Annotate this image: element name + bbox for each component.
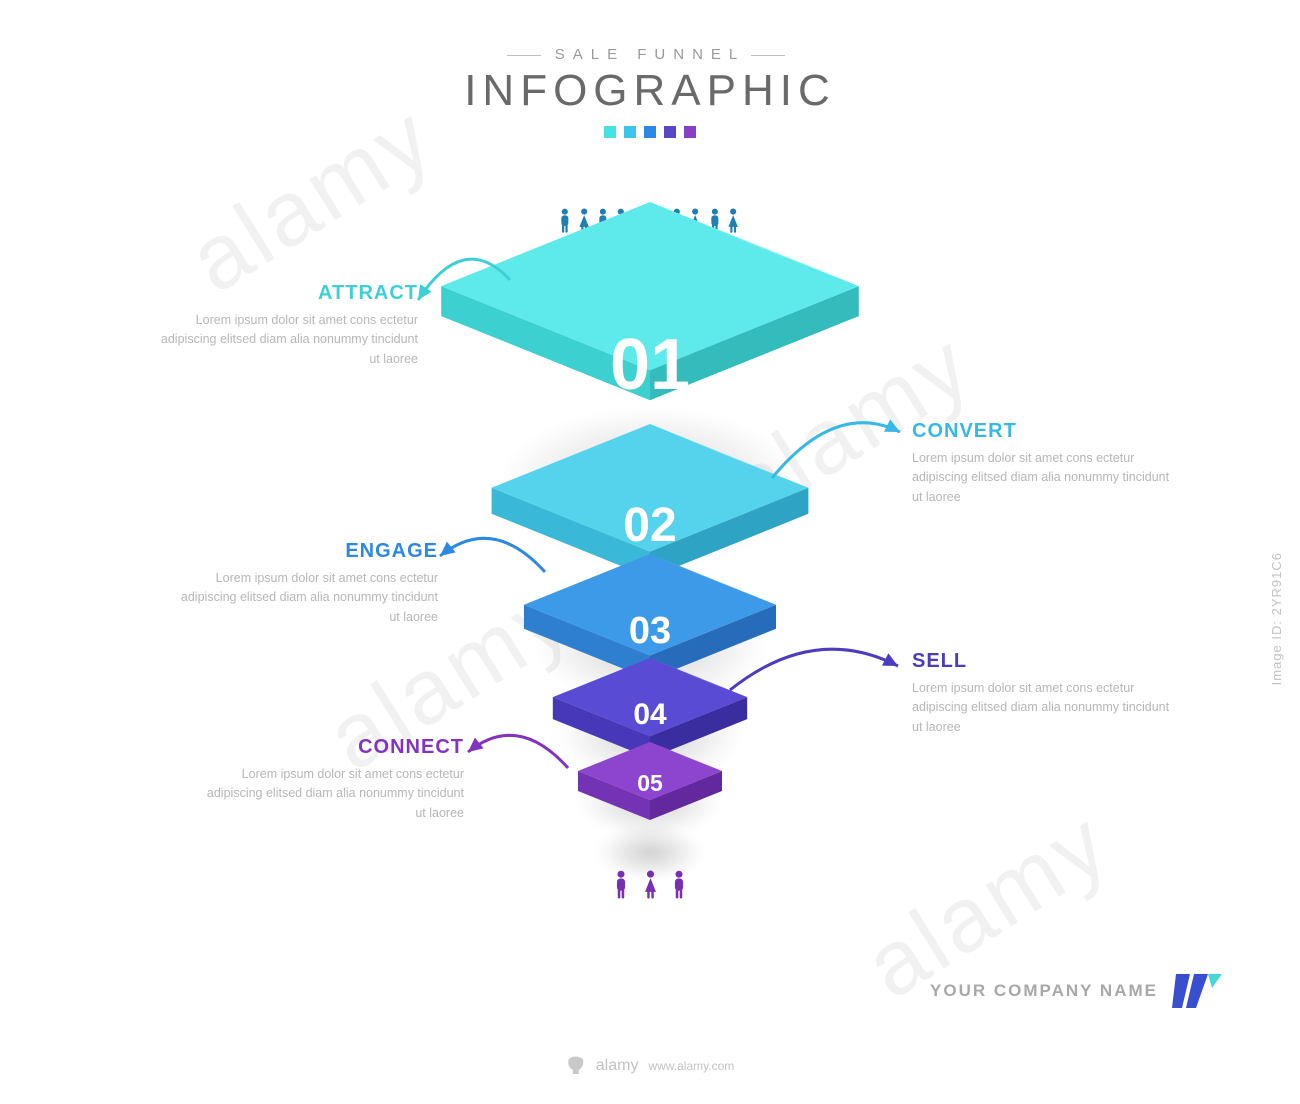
watermark-id: Image ID: 2YR91C6 — [1269, 552, 1284, 685]
callout-sell: SELL Lorem ipsum dolor sit amet cons ecte… — [912, 650, 1182, 737]
callout-label: ENGAGE — [168, 540, 438, 563]
arrow-head-icon — [440, 542, 456, 556]
callout-desc: Lorem ipsum dolor sit amet cons ectetur … — [912, 449, 1182, 507]
callout-convert: CONVERT Lorem ipsum dolor sit amet cons e… — [912, 420, 1182, 507]
callout-desc: Lorem ipsum dolor sit amet cons ectetur … — [194, 765, 464, 823]
person-icon — [642, 870, 659, 900]
callout-desc: Lorem ipsum dolor sit amet cons ectetur … — [912, 679, 1182, 737]
infographic-canvas: alamy alamy alamy alamy SALE FUNNEL INFO… — [0, 0, 1300, 1104]
person-icon — [672, 870, 686, 900]
arrow-path — [772, 423, 900, 478]
callout-label: CONNECT — [194, 736, 464, 759]
callout-attract: ATTRACT Lorem ipsum dolor sit amet cons e… — [148, 282, 418, 369]
arrow-path — [440, 538, 545, 572]
arrow-path — [468, 735, 568, 768]
company-logo-icon — [1172, 972, 1222, 1010]
people-bottom-icons — [614, 870, 686, 905]
callout-label: ATTRACT — [148, 282, 418, 305]
callout-engage: ENGAGE Lorem ipsum dolor sit amet cons ec… — [168, 540, 438, 627]
callout-label: CONVERT — [912, 420, 1182, 443]
person-icon — [614, 870, 628, 900]
arrow-path — [730, 649, 898, 690]
callout-desc: Lorem ipsum dolor sit amet cons ectetur … — [168, 569, 438, 627]
arrow-path — [418, 259, 510, 300]
company-name: YOUR COMPANY NAME — [930, 981, 1158, 1001]
callout-desc: Lorem ipsum dolor sit amet cons ectetur … — [148, 311, 418, 369]
callout-label: SELL — [912, 650, 1182, 673]
callout-connect: CONNECT Lorem ipsum dolor sit amet cons e… — [194, 736, 464, 823]
footer: YOUR COMPANY NAME — [930, 972, 1222, 1010]
